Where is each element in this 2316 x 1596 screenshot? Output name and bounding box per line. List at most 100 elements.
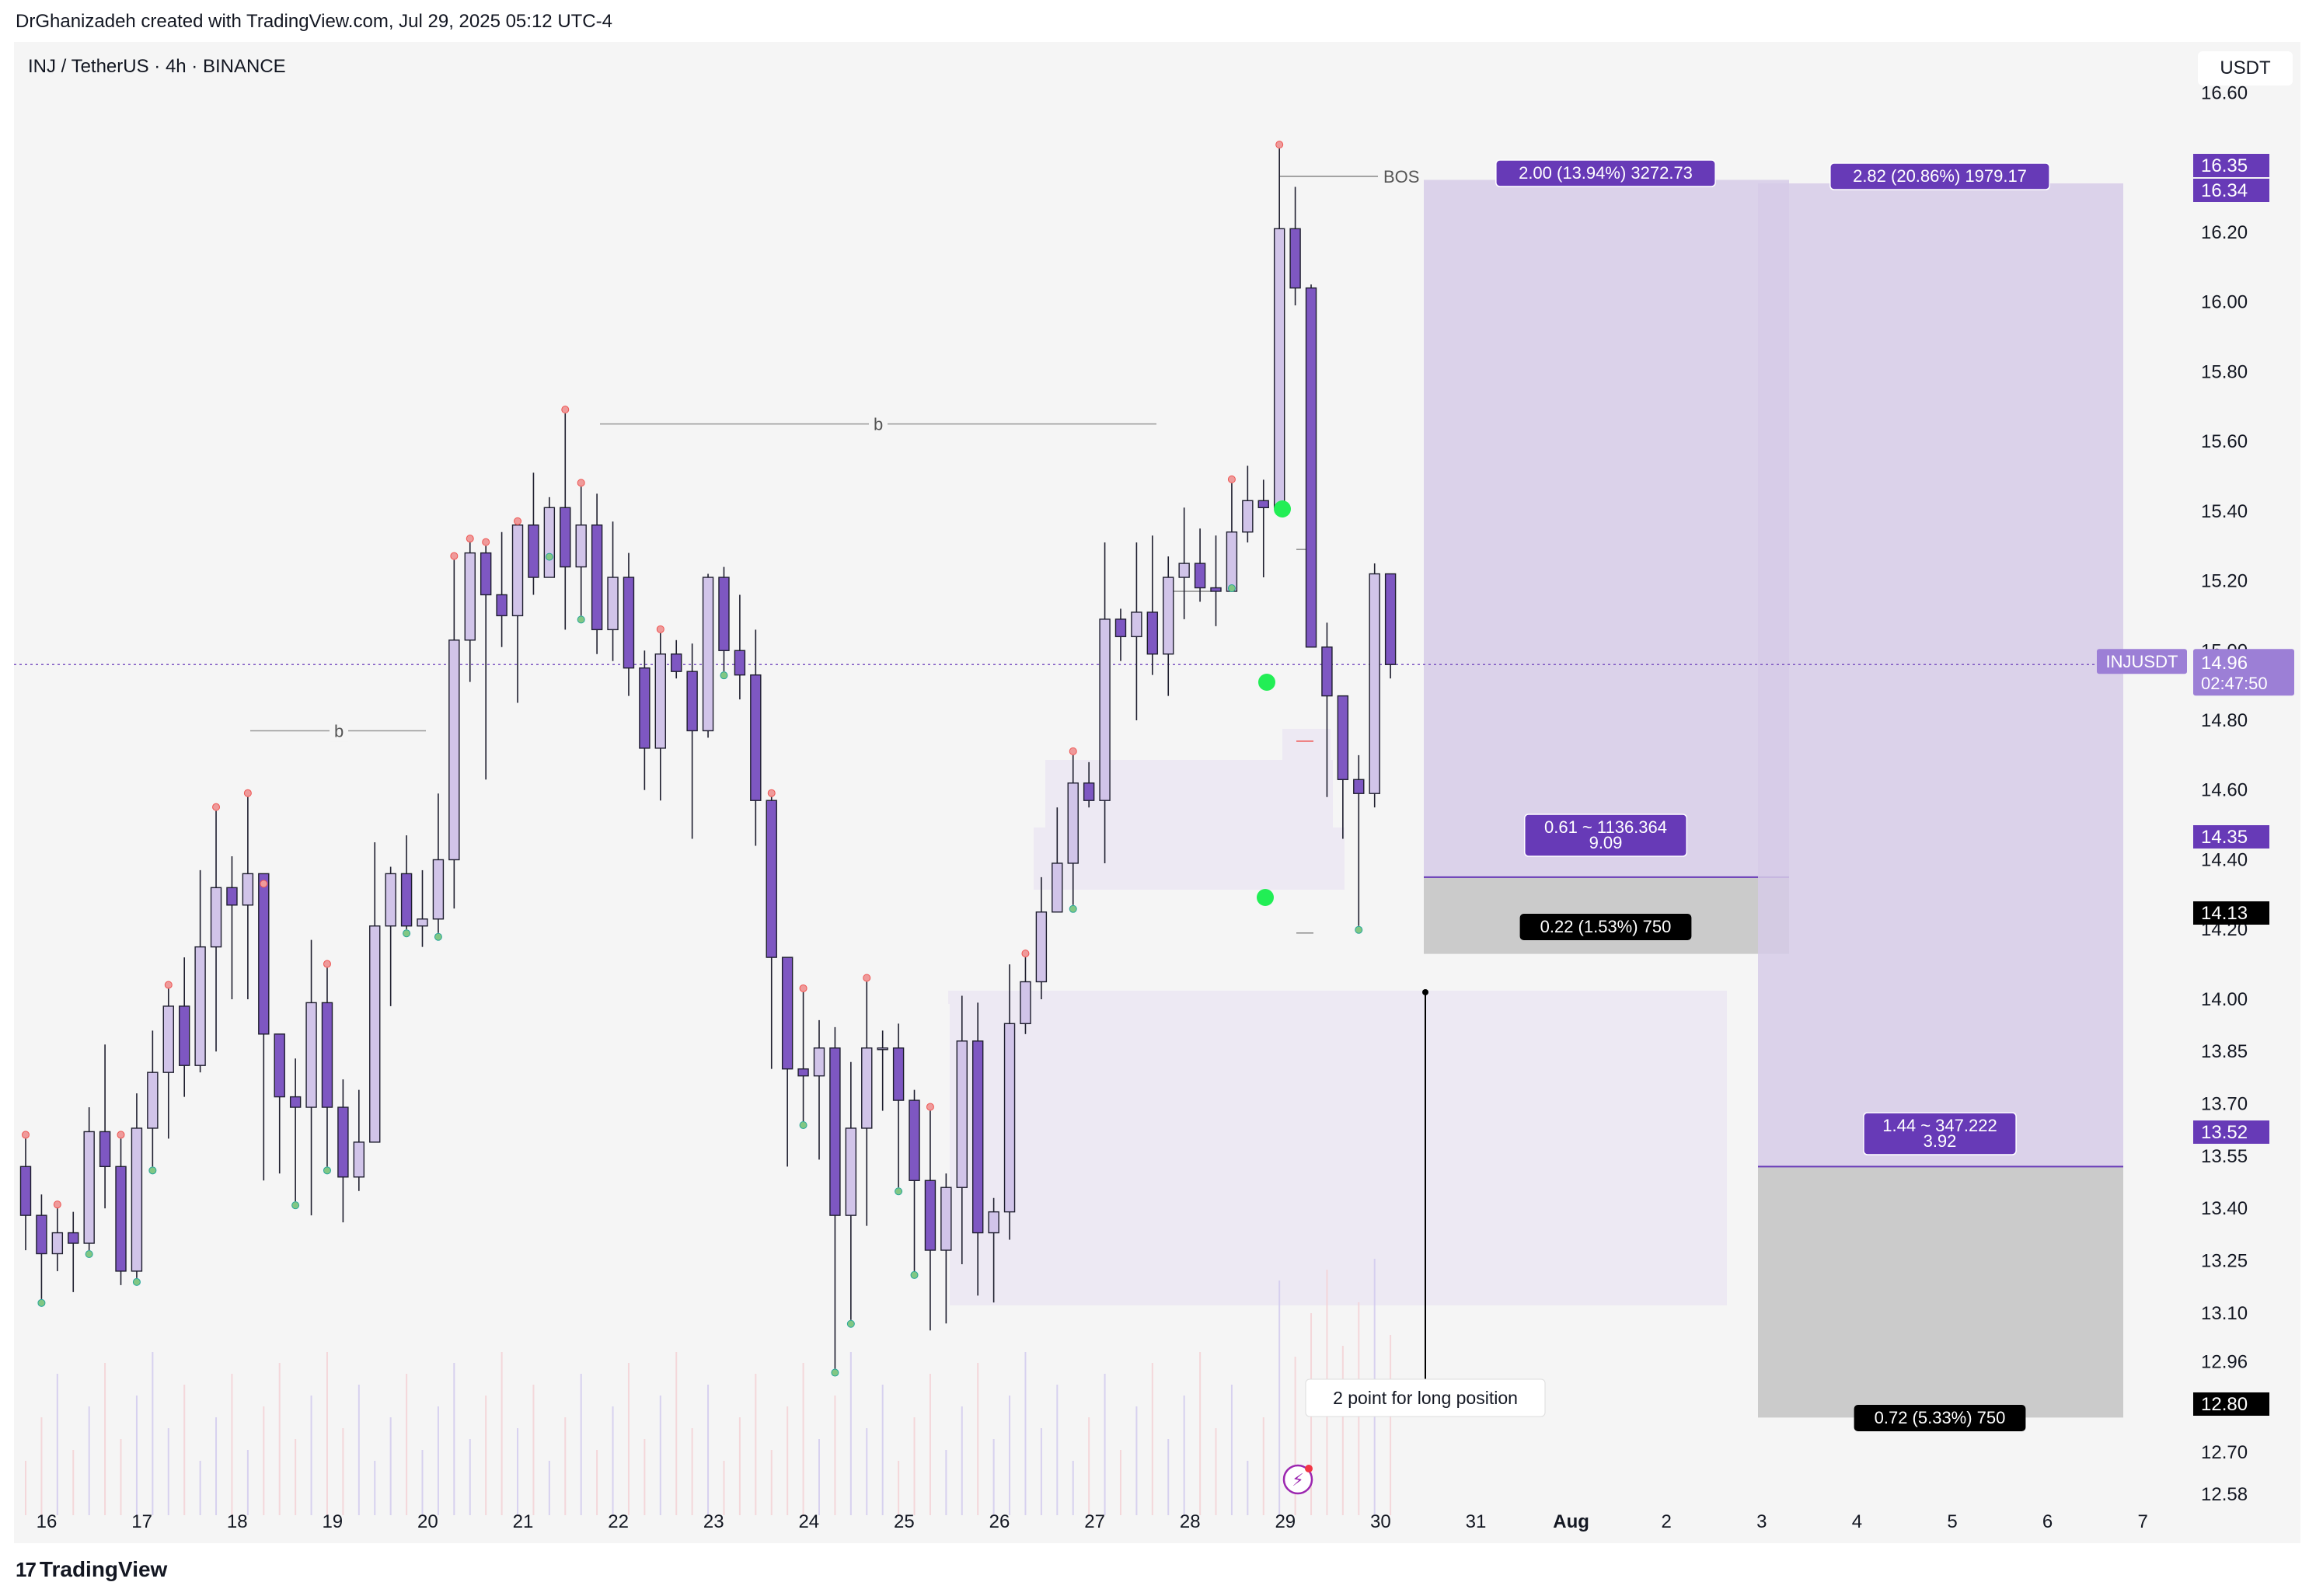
candle-body[interactable] [829,1047,841,1216]
candle-body[interactable] [162,1005,174,1073]
candle-body[interactable] [1242,500,1254,533]
candle-body[interactable] [1226,531,1238,592]
target-zone[interactable] [1424,179,1789,877]
candle-body[interactable] [1273,228,1285,508]
candle-body[interactable] [19,1166,32,1216]
candle-body[interactable] [892,1047,905,1101]
candle-body[interactable] [1035,911,1048,983]
candle-body[interactable] [464,552,476,641]
candle-body[interactable] [36,1214,47,1255]
candle-body[interactable] [511,524,524,617]
candle-body[interactable] [861,1047,873,1129]
candle-body[interactable] [1353,779,1365,794]
candle-body[interactable] [1163,577,1174,655]
stop-label-box[interactable] [1854,1405,2026,1431]
lightning-alert-icon[interactable] [1282,1464,1313,1495]
candle-body[interactable] [988,1211,999,1234]
candle-body[interactable] [528,524,539,578]
candle-body[interactable] [671,653,682,672]
entry-label-box[interactable] [1524,814,1687,857]
candle-body[interactable] [496,594,507,617]
candle-body[interactable] [194,946,206,1066]
candle-body[interactable] [909,1099,920,1181]
candle-body[interactable] [1321,646,1333,697]
stop-label-box[interactable] [1519,914,1692,940]
candle-body[interactable] [654,653,666,749]
candle-body[interactable] [337,1106,349,1178]
candle-body[interactable] [702,577,714,732]
candle-body[interactable] [575,524,587,568]
candle-body[interactable] [1210,587,1222,592]
candle-body[interactable] [1178,563,1190,578]
candle-body[interactable] [971,1040,984,1234]
candle-body[interactable] [1384,573,1397,665]
candle-body[interactable] [1020,981,1031,1025]
candle-body[interactable] [560,507,571,568]
candle-body[interactable] [178,1005,190,1066]
candle-body[interactable] [639,667,651,749]
candle-body[interactable] [797,1068,809,1077]
candle-body[interactable] [686,671,698,732]
candle-body[interactable] [480,552,492,596]
candle-body[interactable] [940,1187,952,1251]
candle-body[interactable] [115,1166,127,1272]
candle-body[interactable] [274,1033,285,1098]
candle-body[interactable] [417,918,428,927]
candle-body[interactable] [258,873,270,1035]
candle-body[interactable] [305,1002,317,1108]
candle-body[interactable] [591,524,603,631]
candle-body[interactable] [83,1131,95,1244]
candle-body[interactable] [1305,287,1317,648]
candle-body[interactable] [400,873,413,927]
currency-selector[interactable]: USDT [2198,51,2293,85]
candle-body[interactable] [845,1127,857,1216]
candle-body[interactable] [734,650,746,676]
candle-body[interactable] [766,800,777,958]
candle-body[interactable] [1369,573,1380,794]
candle-body[interactable] [226,887,238,906]
target-zone[interactable] [1758,183,2123,1167]
candle-body[interactable] [51,1232,64,1255]
note-box[interactable] [1305,1378,1546,1417]
candle-body[interactable] [750,674,762,801]
candle-body[interactable] [99,1131,111,1168]
candle-body[interactable] [1257,500,1269,508]
candle-body[interactable] [1099,619,1111,801]
candle-body[interactable] [131,1127,143,1272]
candle-body[interactable] [1003,1023,1016,1213]
candle-body[interactable] [1131,612,1142,638]
candle-body[interactable] [353,1141,365,1178]
candle-body[interactable] [1337,695,1349,780]
candle-body[interactable] [432,859,445,920]
candle-body[interactable] [1146,612,1159,655]
entry-label-box[interactable] [1863,1112,2017,1155]
candle-body[interactable] [718,577,730,651]
candle-body[interactable] [242,873,254,906]
candle-body[interactable] [813,1047,825,1077]
target-label-box[interactable] [1829,162,2050,190]
candle-body[interactable] [623,577,635,669]
stop-zone[interactable] [1758,1166,2123,1418]
candle-body[interactable] [1083,782,1095,801]
candle-body[interactable] [68,1232,79,1244]
candle-body[interactable] [369,925,381,1143]
candle-body[interactable] [289,1096,302,1108]
candle-body[interactable] [1067,782,1079,864]
candle-body[interactable] [924,1180,937,1251]
candle-body[interactable] [210,887,222,948]
candle-body[interactable] [1052,862,1063,913]
candle-body[interactable] [147,1072,159,1129]
candle-body[interactable] [1289,228,1301,289]
candle-body[interactable] [877,1047,888,1051]
candle-body[interactable] [321,1002,333,1108]
candle-body[interactable] [607,577,619,631]
candle-body[interactable] [956,1040,968,1188]
target-label-box[interactable] [1495,159,1716,187]
candle-body[interactable] [543,507,556,578]
candle-body[interactable] [1114,619,1127,638]
candle-body[interactable] [448,639,460,861]
candle-body[interactable] [781,957,794,1070]
candle-body[interactable] [385,873,396,927]
candle-body[interactable] [1194,563,1206,589]
